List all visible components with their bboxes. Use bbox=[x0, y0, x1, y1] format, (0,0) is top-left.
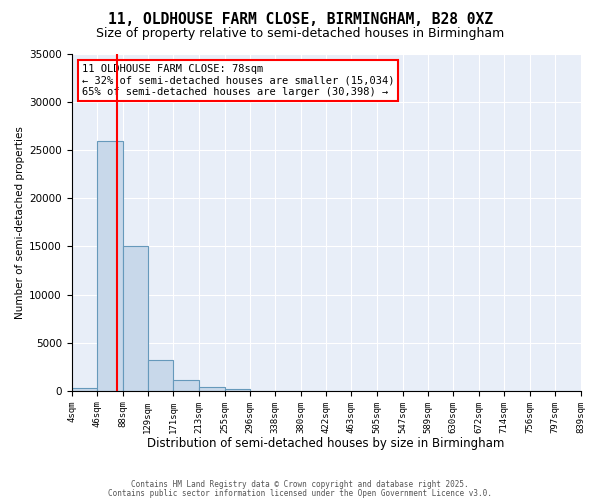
Bar bbox=[224, 390, 250, 391]
Bar bbox=[123, 246, 148, 391]
Y-axis label: Number of semi-detached properties: Number of semi-detached properties bbox=[15, 126, 25, 319]
Text: Size of property relative to semi-detached houses in Birmingham: Size of property relative to semi-detach… bbox=[96, 28, 504, 40]
Text: Contains HM Land Registry data © Crown copyright and database right 2025.: Contains HM Land Registry data © Crown c… bbox=[131, 480, 469, 489]
Bar bbox=[173, 380, 199, 391]
Text: 11, OLDHOUSE FARM CLOSE, BIRMINGHAM, B28 0XZ: 11, OLDHOUSE FARM CLOSE, BIRMINGHAM, B28… bbox=[107, 12, 493, 28]
Bar bbox=[199, 386, 224, 391]
Bar bbox=[71, 388, 97, 391]
Text: Contains public sector information licensed under the Open Government Licence v3: Contains public sector information licen… bbox=[108, 488, 492, 498]
Text: 11 OLDHOUSE FARM CLOSE: 78sqm
← 32% of semi-detached houses are smaller (15,034): 11 OLDHOUSE FARM CLOSE: 78sqm ← 32% of s… bbox=[82, 64, 394, 98]
X-axis label: Distribution of semi-detached houses by size in Birmingham: Distribution of semi-detached houses by … bbox=[148, 437, 505, 450]
Bar bbox=[97, 140, 123, 391]
Bar bbox=[148, 360, 173, 391]
